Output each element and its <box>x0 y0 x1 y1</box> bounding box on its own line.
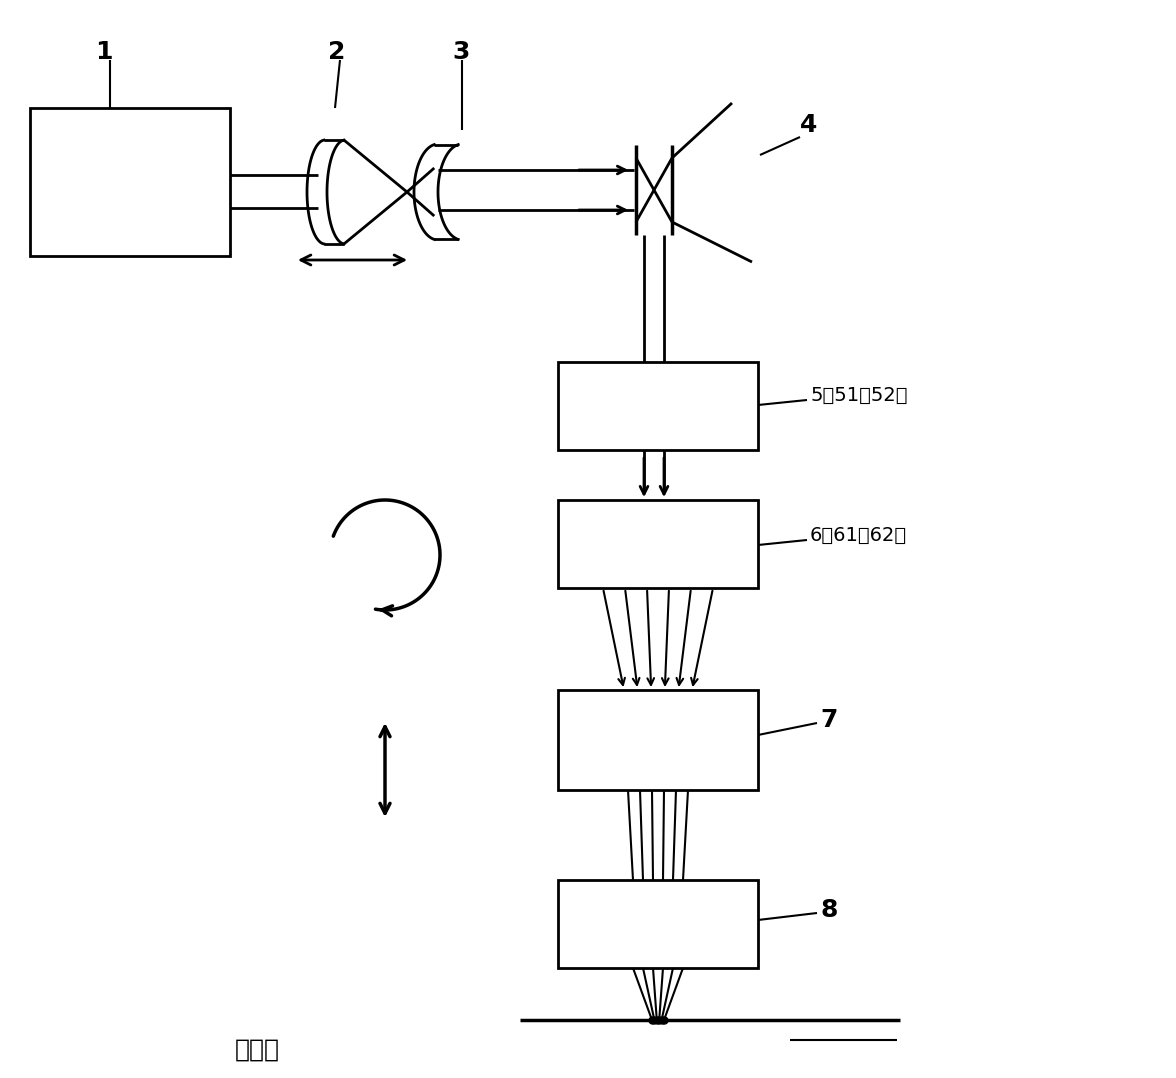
Text: 1: 1 <box>95 40 113 64</box>
Bar <box>557 362 759 450</box>
Text: 7: 7 <box>820 708 837 732</box>
Text: 2: 2 <box>328 40 346 64</box>
Text: 3: 3 <box>452 40 469 64</box>
Text: 8: 8 <box>820 898 837 922</box>
Bar <box>557 690 759 790</box>
Bar <box>31 108 230 255</box>
Text: 6（61或62）: 6（61或62） <box>810 525 907 544</box>
Bar <box>557 500 759 588</box>
Text: 5（51或52）: 5（51或52） <box>810 386 908 404</box>
Text: 4: 4 <box>800 113 817 137</box>
Text: 焦平面: 焦平面 <box>235 1038 280 1062</box>
Bar <box>557 880 759 968</box>
